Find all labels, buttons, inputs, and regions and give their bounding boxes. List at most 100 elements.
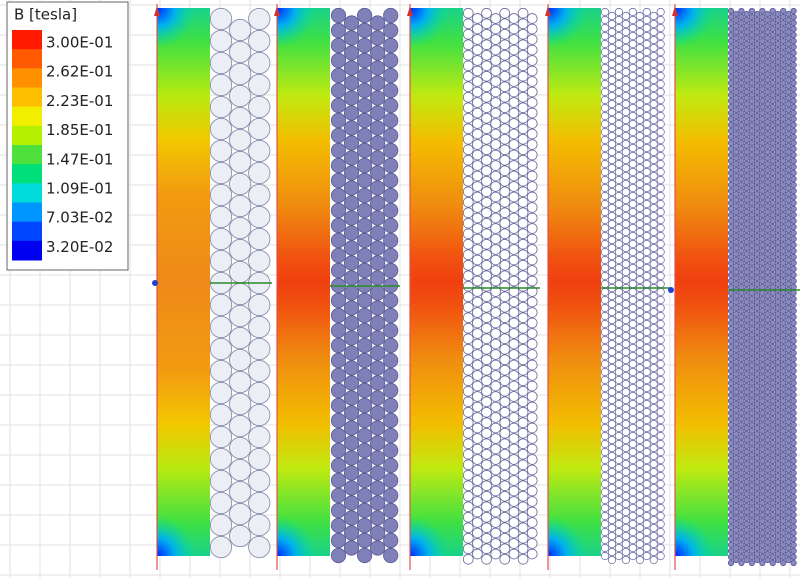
wire: [343, 465, 360, 481]
wire: [607, 75, 617, 85]
wire: [738, 247, 745, 255]
wire: [780, 301, 787, 309]
wire: [607, 19, 617, 29]
wire: [481, 406, 492, 418]
wire: [343, 225, 360, 241]
wire: [780, 361, 787, 369]
wire: [370, 180, 386, 196]
wire: [600, 335, 610, 345]
wire: [656, 359, 665, 369]
wire: [517, 375, 529, 387]
wire: [370, 165, 386, 181]
wire: [738, 115, 745, 123]
wire: [642, 479, 651, 489]
wire: [785, 196, 792, 204]
wire: [649, 523, 658, 533]
wire: [614, 127, 624, 137]
wire: [508, 160, 520, 171]
wire: [472, 233, 483, 245]
wire: [499, 406, 511, 418]
wire: [600, 527, 610, 537]
wire: [780, 103, 787, 111]
wire: [628, 111, 637, 121]
wire: [356, 457, 373, 474]
wire: [635, 259, 644, 269]
wire: [621, 75, 630, 85]
wire: [628, 15, 637, 25]
wire: [785, 118, 792, 126]
wire: [642, 271, 651, 281]
wire: [759, 145, 766, 153]
wire: [330, 112, 347, 129]
wire: [635, 371, 644, 381]
wire: [785, 82, 792, 90]
wire: [607, 131, 617, 141]
legend-swatch: [12, 30, 42, 50]
wire: [343, 435, 360, 451]
wire: [738, 301, 745, 309]
wire: [209, 491, 233, 515]
wire: [526, 107, 538, 119]
wire: [642, 351, 651, 361]
wire: [738, 379, 745, 387]
wire: [733, 166, 740, 174]
wire: [656, 367, 665, 377]
wire: [621, 483, 630, 493]
wire: [753, 148, 761, 156]
wire: [462, 70, 474, 82]
wire: [370, 480, 386, 496]
wire: [628, 191, 637, 201]
wire: [526, 275, 538, 287]
wire: [774, 250, 782, 258]
wire: [343, 75, 360, 91]
wire: [614, 175, 624, 185]
wire: [343, 180, 360, 196]
wire: [600, 103, 610, 113]
wire: [600, 415, 610, 425]
wire: [738, 493, 745, 501]
wire: [628, 399, 637, 409]
wire: [733, 160, 740, 168]
wire: [759, 349, 766, 357]
wire: [370, 225, 386, 241]
wire: [628, 247, 637, 257]
wire: [642, 55, 651, 65]
wire: [481, 18, 492, 30]
wire: [764, 220, 771, 228]
wire: [248, 51, 271, 75]
wire: [209, 117, 233, 141]
wire: [727, 25, 735, 33]
wire: [600, 487, 610, 497]
wire: [764, 556, 771, 564]
wire: [738, 433, 745, 441]
wire: [517, 154, 529, 166]
wire: [621, 555, 630, 565]
wire: [764, 304, 771, 312]
wire: [743, 382, 750, 390]
wire: [607, 387, 617, 397]
wire: [733, 406, 740, 414]
wire: [743, 304, 750, 312]
wire: [780, 511, 787, 519]
wire: [343, 300, 360, 316]
wire: [774, 226, 782, 234]
wire: [642, 255, 651, 265]
wire: [472, 517, 483, 528]
wire: [628, 39, 637, 49]
wire: [330, 397, 347, 414]
wire: [759, 139, 766, 147]
wire: [229, 326, 252, 350]
wire: [790, 301, 797, 309]
wire: [356, 217, 373, 234]
wire: [785, 232, 792, 240]
wire: [753, 538, 761, 546]
wire: [790, 145, 797, 153]
wire: [774, 292, 782, 300]
wire: [764, 88, 771, 96]
wire: [743, 238, 750, 246]
wire: [642, 15, 651, 25]
wire: [383, 517, 399, 534]
wire: [628, 479, 637, 489]
wire: [383, 532, 399, 549]
field-region: [675, 8, 728, 556]
